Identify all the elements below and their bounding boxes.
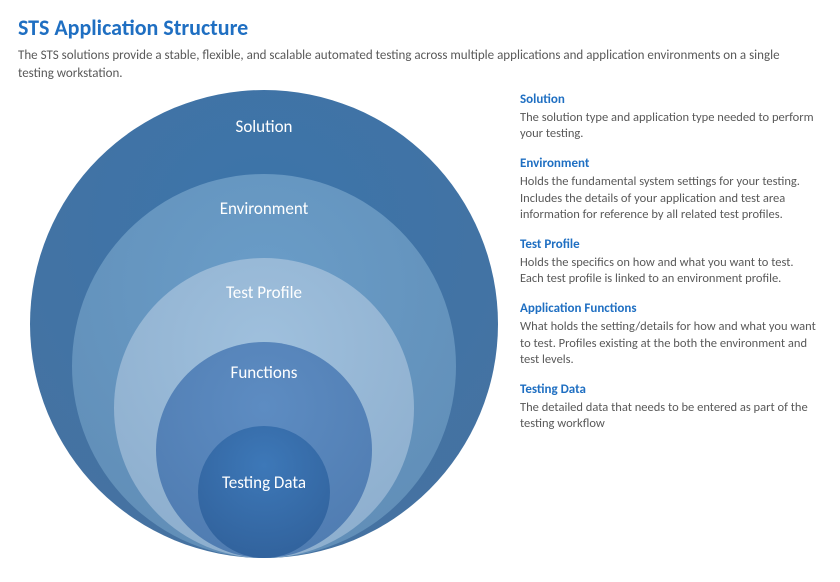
page-root: STS Application Structure The STS soluti… — [0, 0, 840, 582]
desc-text-environment: Holds the fundamental system settings fo… — [520, 174, 820, 223]
ring-label-functions: Functions — [231, 362, 298, 383]
desc-test-profile: Test Profile Holds the specifics on how … — [520, 237, 820, 287]
page-title: STS Application Structure — [18, 14, 822, 41]
descriptions-column: Solution The solution type and applicati… — [520, 92, 820, 446]
intro-text: The STS solutions provide a stable, flex… — [18, 47, 798, 82]
nested-circle-diagram: Solution Environment Test Profile Functi… — [30, 90, 498, 558]
desc-testing-data: Testing Data The detailed data that need… — [520, 382, 820, 432]
desc-text-test-profile: Holds the specifics on how and what you … — [520, 255, 820, 288]
desc-title-environment: Environment — [520, 156, 820, 173]
ring-label-environment: Environment — [220, 198, 309, 219]
ring-label-test-profile: Test Profile — [226, 282, 302, 303]
desc-title-application-functions: Application Functions — [520, 301, 820, 318]
ring-label-testing-data: Testing Data — [222, 472, 306, 493]
desc-title-solution: Solution — [520, 92, 820, 109]
ring-testing-data: Testing Data — [198, 426, 330, 558]
desc-text-testing-data: The detailed data that needs to be enter… — [520, 400, 820, 433]
ring-label-solution: Solution — [236, 116, 293, 137]
desc-application-functions: Application Functions What holds the set… — [520, 301, 820, 368]
desc-text-application-functions: What holds the setting/details for how a… — [520, 319, 820, 368]
desc-text-solution: The solution type and application type n… — [520, 110, 820, 143]
desc-title-testing-data: Testing Data — [520, 382, 820, 399]
desc-title-test-profile: Test Profile — [520, 237, 820, 254]
desc-solution: Solution The solution type and applicati… — [520, 92, 820, 142]
desc-environment: Environment Holds the fundamental system… — [520, 156, 820, 223]
